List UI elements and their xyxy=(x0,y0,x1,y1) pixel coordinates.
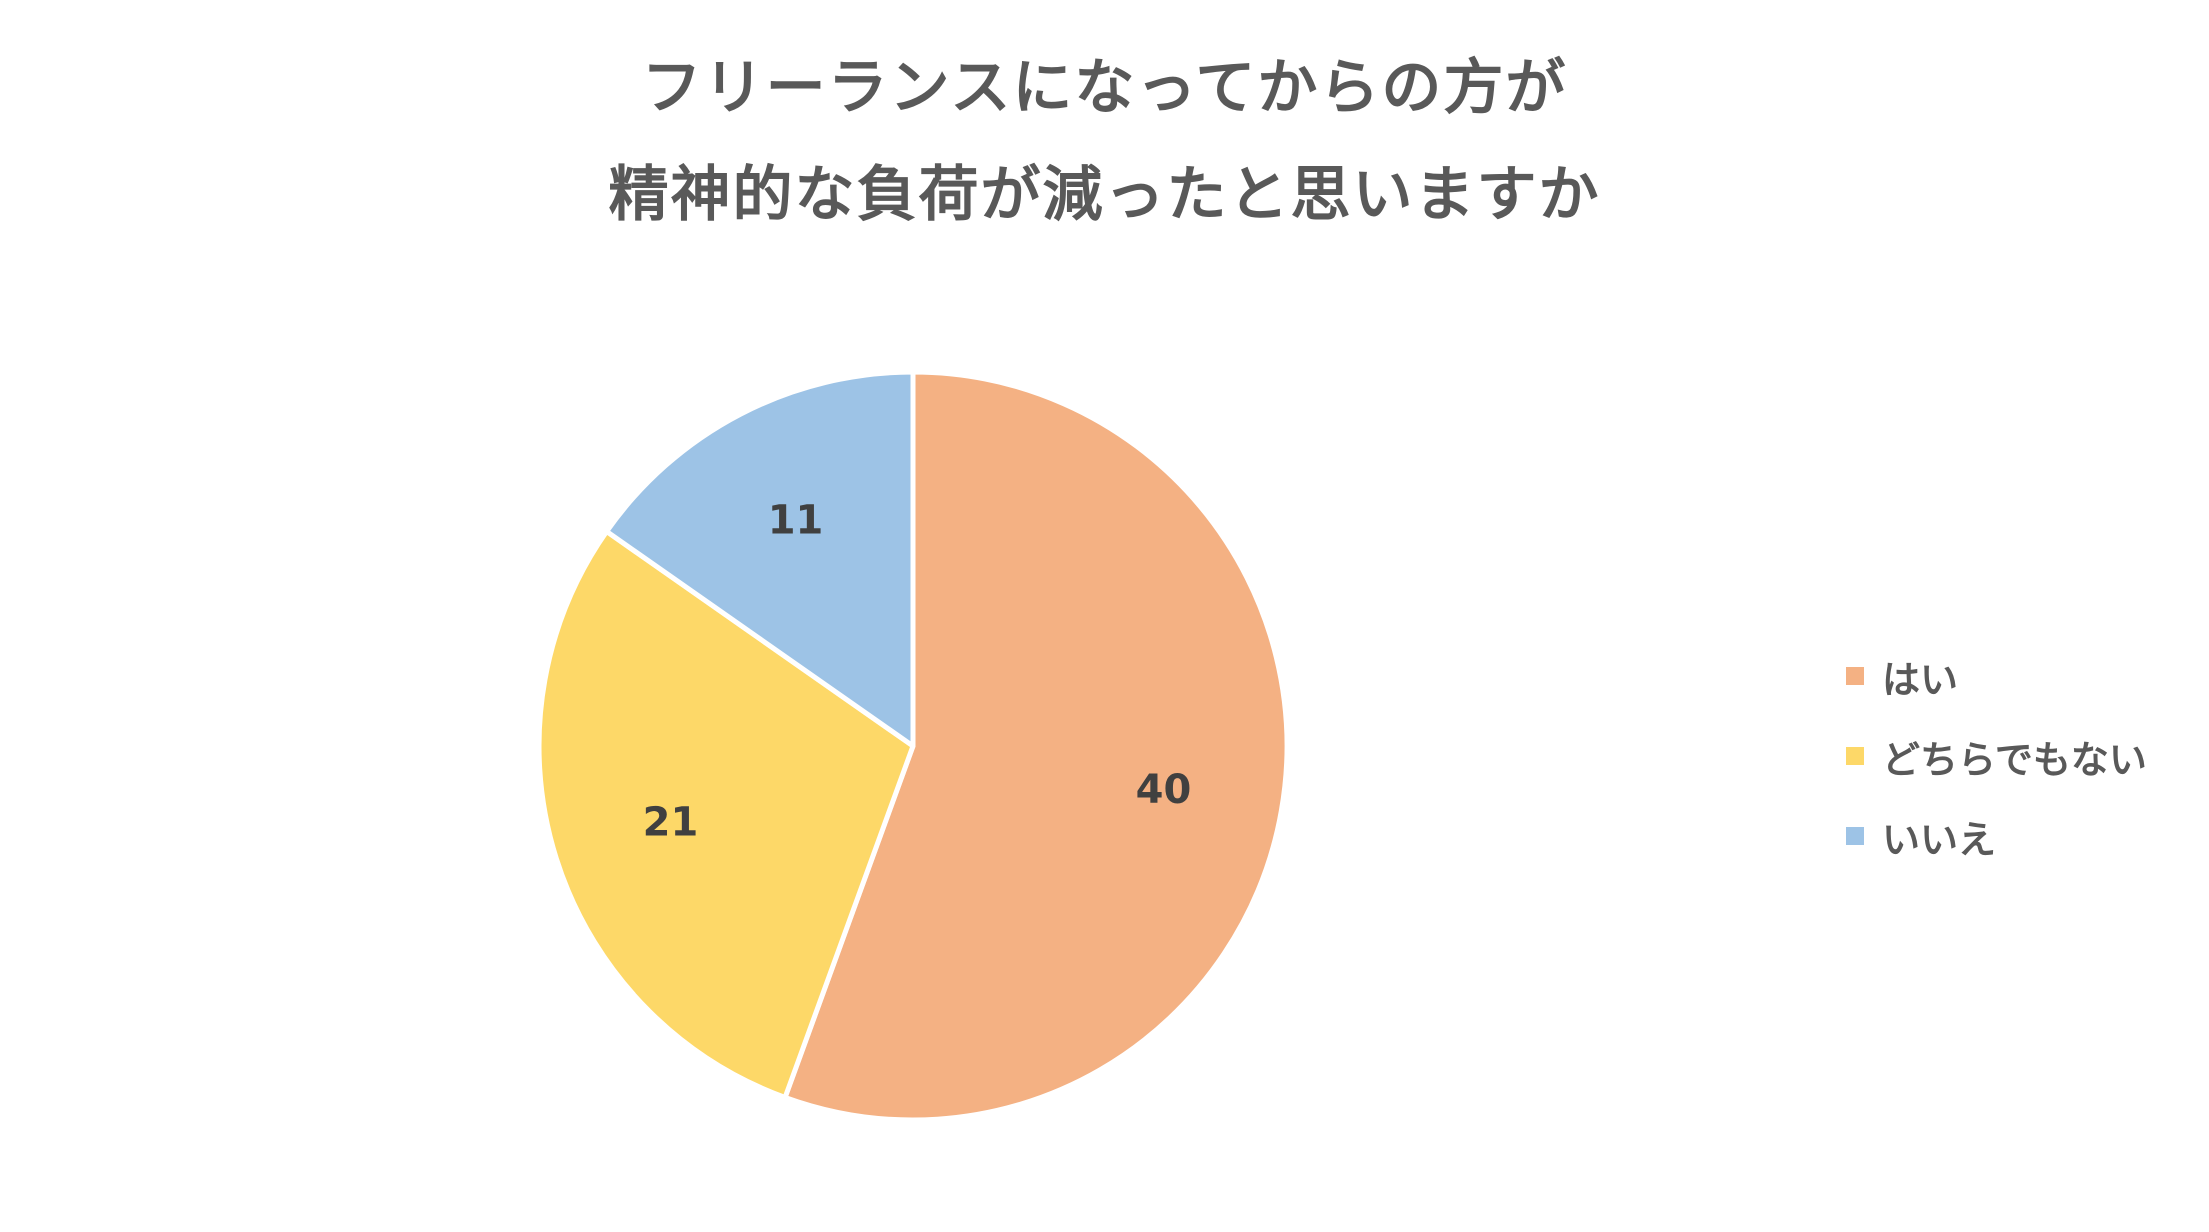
legend-label-no: いいえ xyxy=(1882,817,1997,862)
legend-label-neutral: どちらでもない xyxy=(1882,737,2147,782)
legend-swatch-neutral xyxy=(1846,747,1864,765)
legend-swatch-no xyxy=(1846,827,1864,845)
data-label-yes: 40 xyxy=(1136,767,1192,813)
legend-label-yes: はい xyxy=(1882,657,1959,702)
legend-swatch-yes xyxy=(1846,667,1864,685)
legend-item-neutral: どちらでもない xyxy=(1846,716,2147,796)
data-label-no: 11 xyxy=(768,497,824,543)
legend-item-yes: はい xyxy=(1846,636,2147,716)
pie-slice-no xyxy=(604,369,916,749)
chart-title-line-2: 精神的な負荷が減ったと思いますか xyxy=(608,160,1601,230)
pie-slice-neutral xyxy=(536,528,916,1100)
pie-slice-yes xyxy=(782,369,1290,1123)
pie-slices xyxy=(536,369,1290,1123)
legend: はい どちらでもない いいえ xyxy=(1846,636,2147,876)
legend-item-no: いいえ xyxy=(1846,796,2147,876)
pie-data-labels: 40 21 11 xyxy=(643,497,1192,845)
chart-title-line-1: フリーランスになってからの方が xyxy=(641,53,1568,123)
data-label-neutral: 21 xyxy=(643,799,699,845)
